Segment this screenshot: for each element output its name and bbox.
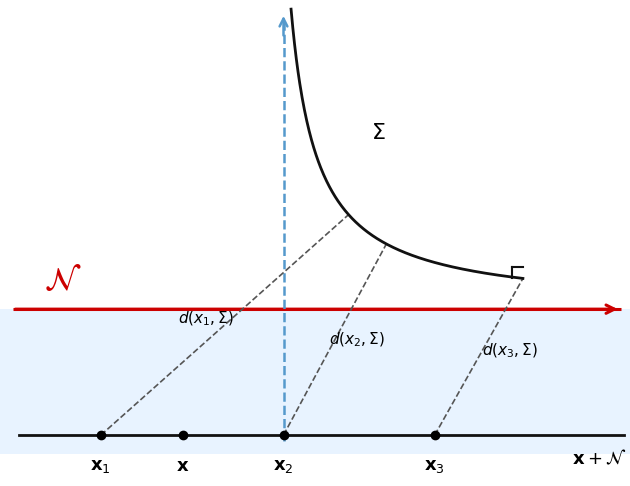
Text: $d(x_1, \Sigma)$: $d(x_1, \Sigma)$ xyxy=(178,310,234,328)
Text: $\mathbf{x}_2$: $\mathbf{x}_2$ xyxy=(273,457,294,475)
Text: $\mathbf{x}$: $\mathbf{x}$ xyxy=(176,457,190,475)
Text: $\mathbf{x}_1$: $\mathbf{x}_1$ xyxy=(91,457,111,475)
Polygon shape xyxy=(0,309,630,454)
Text: $d(x_3, \Sigma)$: $d(x_3, \Sigma)$ xyxy=(483,341,538,360)
Text: $\mathbf{x} + \mathcal{N}$: $\mathbf{x} + \mathcal{N}$ xyxy=(572,450,627,469)
Text: $\mathbf{x}_3$: $\mathbf{x}_3$ xyxy=(425,457,445,475)
Text: $\Sigma$: $\Sigma$ xyxy=(370,122,386,144)
Text: $d(x_2, \Sigma)$: $d(x_2, \Sigma)$ xyxy=(329,330,385,349)
Text: $\mathcal{N}$: $\mathcal{N}$ xyxy=(44,265,82,297)
